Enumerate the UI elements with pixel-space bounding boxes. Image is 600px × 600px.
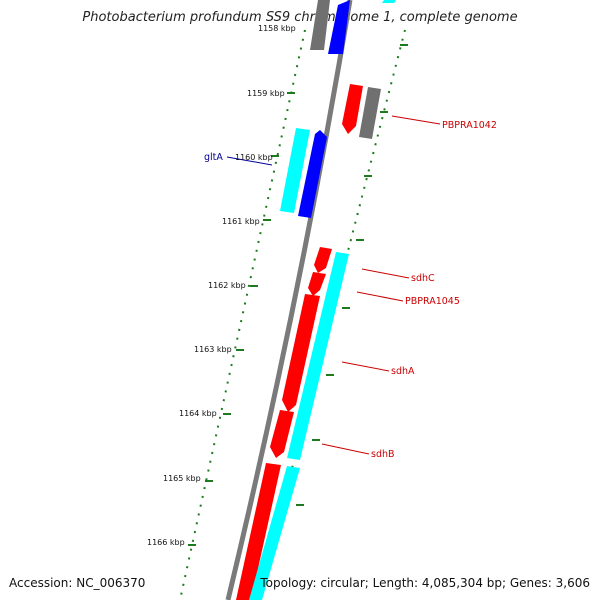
leader-line: [341, 361, 390, 372]
tick-label: 1166 kbp: [147, 538, 185, 547]
chromosome-backbone: [225, 0, 353, 600]
gene-gray: [359, 87, 381, 139]
accession-text: Accession: NC_006370: [9, 576, 146, 590]
tick-label: 1158 kbp: [258, 24, 296, 33]
label-leaders: [226, 115, 441, 455]
tick-label: 1163 kbp: [194, 345, 232, 354]
gene-label-pbpra1042: PBPRA1042: [442, 120, 497, 131]
leader-line: [356, 291, 404, 302]
gene-red: [270, 410, 294, 458]
tick-rings: [179, 29, 406, 600]
gene-label-sdhc: sdhC: [411, 273, 435, 284]
major-ticks: [188, 44, 408, 546]
tick-label: 1165 kbp: [163, 474, 201, 483]
gene-label-glta: gltA: [204, 152, 223, 163]
gene-cyan: [382, 0, 396, 3]
tick-label: 1159 kbp: [247, 89, 285, 98]
gene-label-sdhb: sdhB: [371, 449, 395, 460]
tick-label: 1160 kbp: [235, 153, 273, 162]
gene-red: [236, 463, 281, 600]
gene-gray: [310, 0, 330, 50]
gene-red: [282, 294, 320, 412]
tick-label: 1162 kbp: [208, 281, 246, 290]
inner-tick-ring: [179, 29, 306, 600]
gene-red: [342, 84, 363, 134]
gene-cyan: [287, 252, 349, 460]
leader-line: [391, 115, 441, 125]
gene-blue: [298, 130, 327, 218]
genes: [236, 0, 396, 600]
gene-label-pbpra1045: PBPRA1045: [405, 296, 460, 307]
gene-blue: [328, 0, 350, 54]
gene-red: [314, 247, 332, 273]
summary-text: Topology: circular; Length: 4,085,304 bp…: [260, 576, 590, 590]
leader-line: [226, 156, 273, 166]
gene-cyan: [280, 128, 310, 213]
leader-line: [361, 268, 410, 279]
gene-labels: PBPRA1042 gltA sdhC PBPRA1045 sdhA sdhB: [204, 120, 497, 460]
tick-label: 1161 kbp: [222, 217, 260, 226]
gene-red: [308, 272, 326, 296]
leader-line: [321, 443, 370, 455]
gene-label-sdha: sdhA: [391, 366, 415, 377]
tick-labels: 1158 kbp 1159 kbp 1160 kbp 1161 kbp 1162…: [147, 24, 296, 547]
tick-label: 1164 kbp: [179, 409, 217, 418]
map-title: Photobacterium profundum SS9 chromosome …: [82, 10, 518, 25]
gene-cyan: [249, 466, 300, 600]
